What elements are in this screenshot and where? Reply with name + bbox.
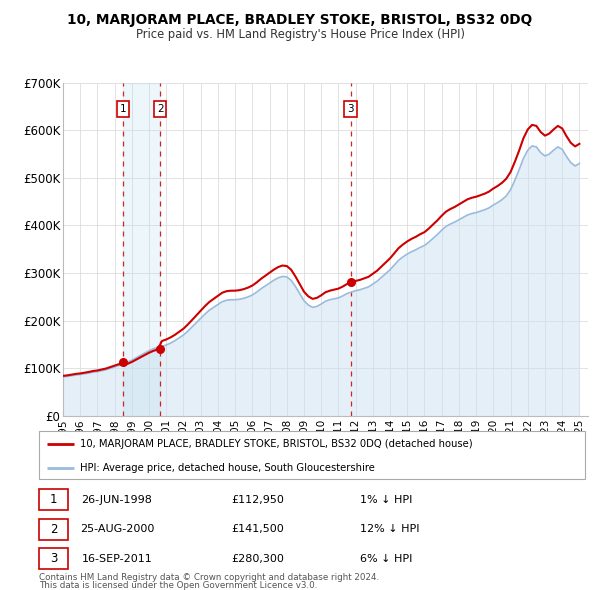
Text: 1% ↓ HPI: 1% ↓ HPI — [360, 495, 412, 504]
Text: 26-JUN-1998: 26-JUN-1998 — [82, 495, 152, 504]
Text: 1: 1 — [50, 493, 57, 506]
Bar — [123, 83, 160, 416]
Text: HPI: Average price, detached house, South Gloucestershire: HPI: Average price, detached house, Sout… — [80, 463, 375, 473]
Text: £141,500: £141,500 — [232, 525, 284, 534]
Text: 10, MARJORAM PLACE, BRADLEY STOKE, BRISTOL, BS32 0DQ (detached house): 10, MARJORAM PLACE, BRADLEY STOKE, BRIST… — [80, 439, 473, 449]
Text: 3: 3 — [347, 104, 354, 114]
Text: 3: 3 — [50, 552, 57, 565]
Text: 6% ↓ HPI: 6% ↓ HPI — [360, 554, 412, 563]
Text: Contains HM Land Registry data © Crown copyright and database right 2024.: Contains HM Land Registry data © Crown c… — [39, 572, 379, 582]
Text: 2: 2 — [50, 523, 57, 536]
Text: £280,300: £280,300 — [232, 554, 284, 563]
Text: 10, MARJORAM PLACE, BRADLEY STOKE, BRISTOL, BS32 0DQ: 10, MARJORAM PLACE, BRADLEY STOKE, BRIST… — [67, 13, 533, 27]
Text: £112,950: £112,950 — [232, 495, 284, 504]
Text: 25-AUG-2000: 25-AUG-2000 — [80, 525, 154, 534]
Text: 2: 2 — [157, 104, 164, 114]
Text: 1: 1 — [120, 104, 127, 114]
Text: 16-SEP-2011: 16-SEP-2011 — [82, 554, 152, 563]
Text: This data is licensed under the Open Government Licence v3.0.: This data is licensed under the Open Gov… — [39, 581, 317, 590]
Text: 12% ↓ HPI: 12% ↓ HPI — [360, 525, 419, 534]
Text: Price paid vs. HM Land Registry's House Price Index (HPI): Price paid vs. HM Land Registry's House … — [136, 28, 464, 41]
